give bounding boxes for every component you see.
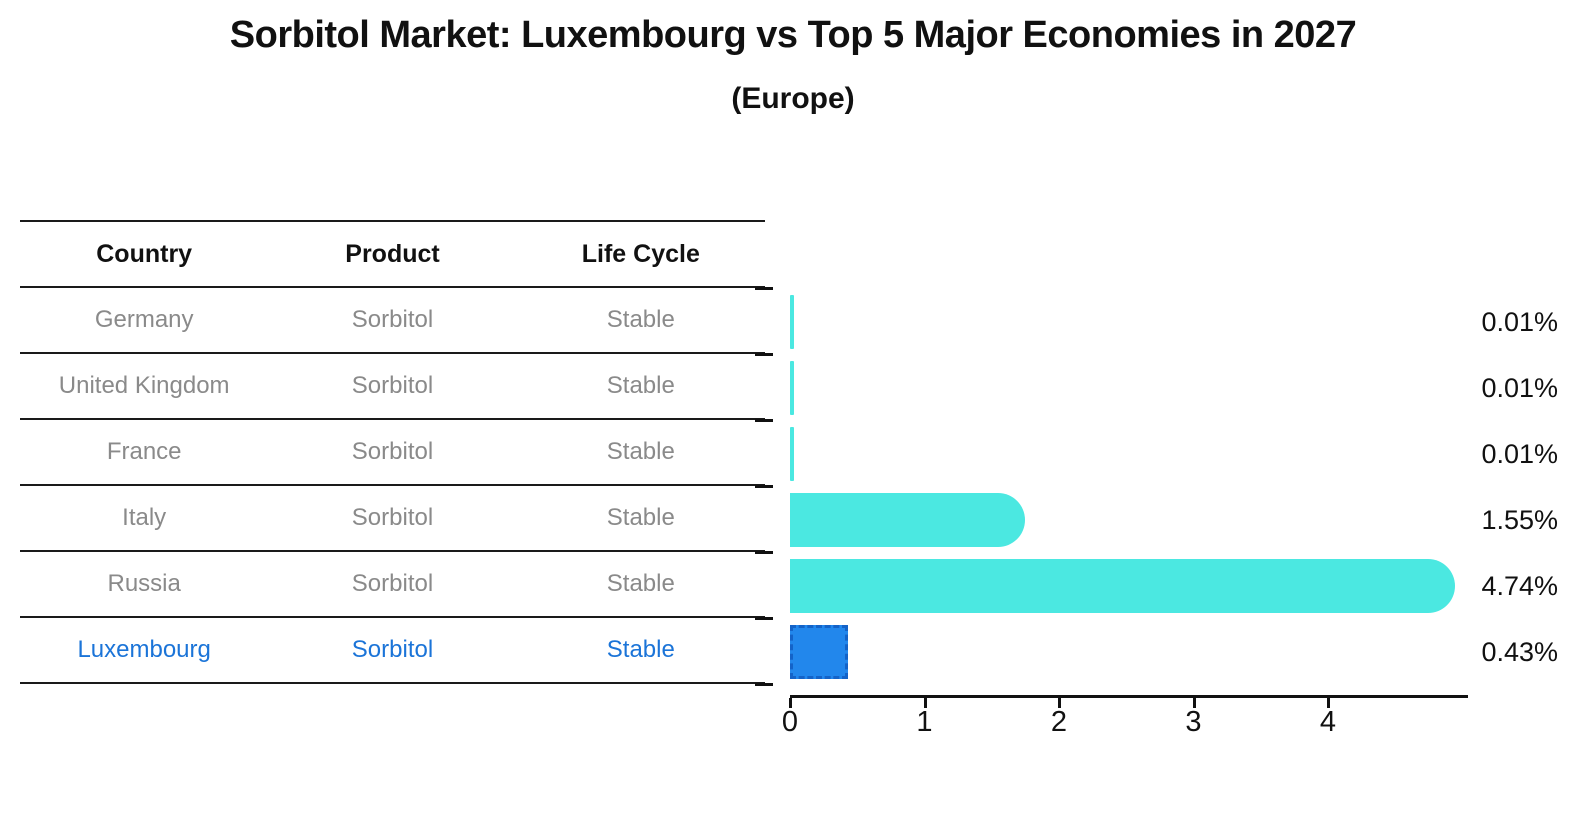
table-cell-country: Italy [122, 504, 167, 531]
x-axis-tick [1327, 698, 1330, 708]
y-axis-tick [755, 419, 773, 422]
x-axis-tick [1192, 698, 1196, 708]
table-row: Germany Sorbitol Stable [20, 286, 765, 352]
x-axis-tick-label: 4 [1319, 706, 1337, 738]
bar-russia [790, 559, 1455, 613]
chart-subtitle: (Europe) [731, 82, 855, 115]
table-cell-product: Sorbitol [351, 504, 434, 531]
table-row: Italy Sorbitol Stable [20, 484, 765, 550]
y-axis-tick [755, 617, 773, 620]
x-axis-tick-label: 3 [1185, 706, 1202, 738]
table-cell-product: Sorbitol [351, 438, 434, 465]
country-table: Country Product Life Cycle Germany Sorbitol S… [20, 220, 765, 684]
table-cell-country: Luxembourg [77, 636, 211, 663]
bar-united-kingdom [790, 361, 794, 415]
y-axis-tick [755, 485, 773, 488]
x-axis-tick [1058, 698, 1061, 708]
x-axis-tick-label: 2 [1050, 706, 1068, 738]
bar-france [790, 427, 794, 481]
bar-value-label: 0.01% [1481, 373, 1558, 403]
y-axis-tick [755, 683, 773, 686]
table-cell-country: United Kingdom [58, 372, 230, 399]
table-header-row: Country Product Life Cycle [20, 220, 765, 286]
x-axis-tick [789, 698, 792, 708]
table-cell-country: Germany [94, 306, 194, 333]
table-cell-life-cycle: Stable [606, 306, 675, 333]
table-bottom-rule [20, 682, 765, 684]
table-cell-life-cycle: Stable [606, 636, 675, 663]
x-axis-tick [923, 698, 927, 708]
table-header-cell: Life Cycle [581, 239, 700, 268]
y-axis-tick [755, 287, 773, 290]
chart-title: Sorbitol Market: Luxembourg vs Top 5 Maj… [229, 14, 1357, 56]
x-axis-tick-label: 0 [781, 706, 799, 738]
x-axis-tick-label: 1 [916, 706, 933, 738]
table-cell-product: Sorbitol [351, 570, 434, 597]
table-cell-product: Sorbitol [351, 306, 434, 333]
table-row: United Kingdom Sorbitol Stable [20, 352, 765, 418]
bar-value-label: 1.55% [1481, 505, 1558, 535]
table-row: France Sorbitol Stable [20, 418, 765, 484]
table-row: Luxembourg Sorbitol Stable [20, 616, 765, 682]
table-cell-life-cycle: Stable [606, 438, 675, 465]
table-cell-life-cycle: Stable [606, 570, 675, 597]
table-cell-product: Sorbitol [351, 636, 434, 663]
bar-value-label: 4.74% [1481, 571, 1558, 601]
table-header-cell: Country [96, 239, 193, 268]
table-cell-country: France [106, 438, 182, 465]
x-axis-line [790, 695, 1468, 698]
table-cell-life-cycle: Stable [606, 372, 675, 399]
table-cell-life-cycle: Stable [606, 504, 675, 531]
table-cell-product: Sorbitol [351, 372, 434, 399]
bar-value-label: 0.01% [1481, 307, 1558, 337]
bar-highlight-luxembourg [790, 625, 848, 679]
y-axis-tick [755, 551, 773, 554]
table-row: Russia Sorbitol Stable [20, 550, 765, 616]
table-header-cell: Product [345, 239, 440, 268]
table-cell-country: Russia [107, 570, 181, 597]
bar-italy [790, 493, 1026, 547]
bar-value-label: 0.43% [1481, 637, 1558, 667]
bar-germany [790, 295, 794, 349]
bar-value-label: 0.01% [1481, 439, 1558, 469]
y-axis-tick [755, 353, 773, 356]
